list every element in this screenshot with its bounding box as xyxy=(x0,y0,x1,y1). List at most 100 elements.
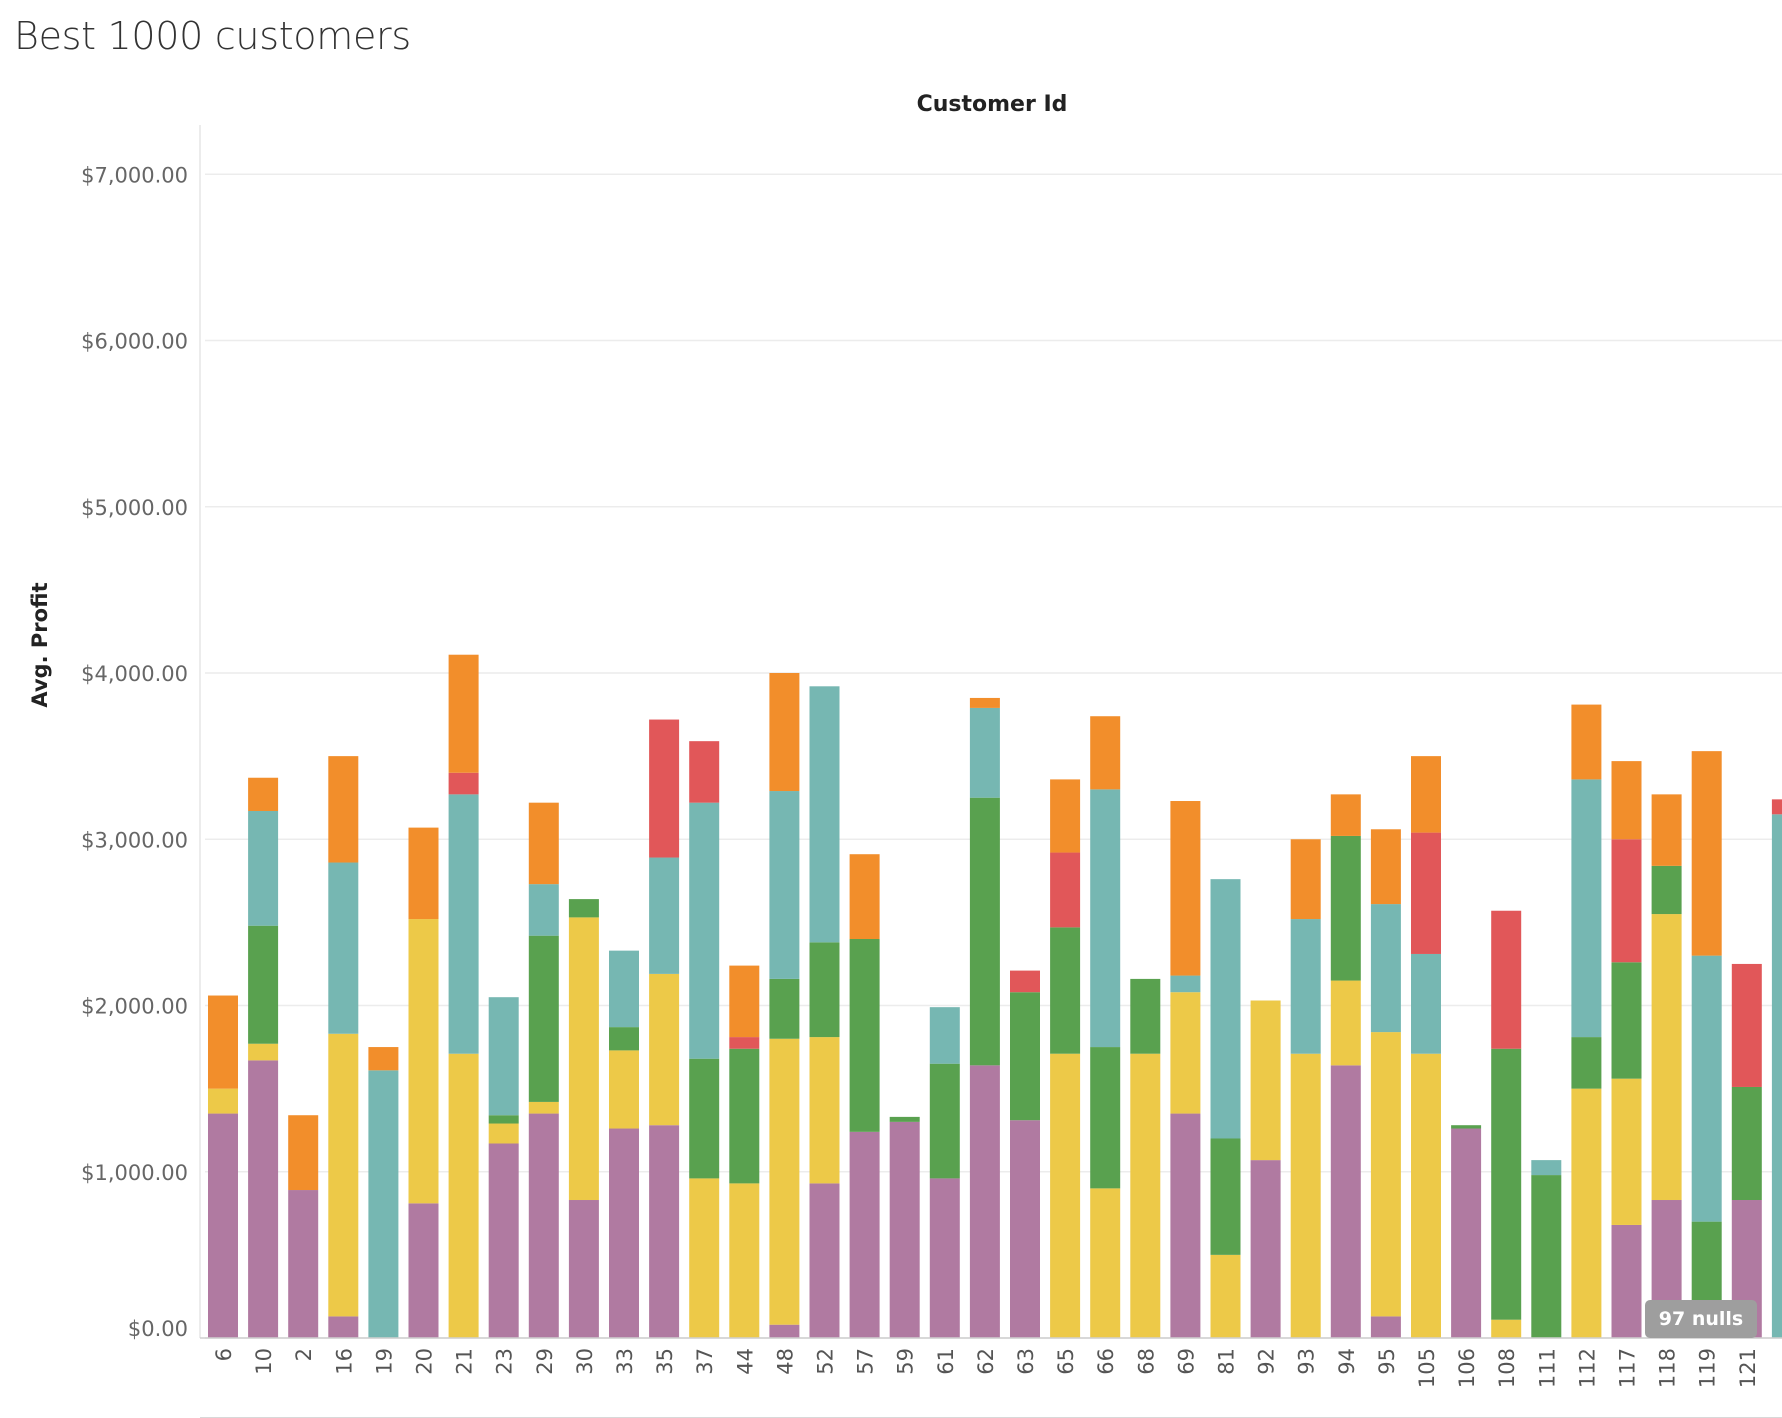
bar-segment[interactable] xyxy=(1411,953,1441,1054)
bar-segment[interactable] xyxy=(528,802,559,885)
bar-segment[interactable] xyxy=(368,1070,399,1338)
bar-segment[interactable] xyxy=(448,772,479,795)
bar-segment[interactable] xyxy=(328,1316,359,1338)
bar-segment[interactable] xyxy=(929,1063,960,1179)
bar-segment[interactable] xyxy=(809,686,840,943)
bar-segment[interactable] xyxy=(528,935,559,1102)
bar-segment[interactable] xyxy=(1370,1032,1401,1317)
bar-segment[interactable] xyxy=(1050,927,1081,1054)
bar-segment[interactable] xyxy=(1451,1125,1482,1129)
bar-segment[interactable] xyxy=(849,854,880,939)
bar-segment[interactable] xyxy=(1611,761,1642,840)
bar-segment[interactable] xyxy=(408,919,439,1204)
bar-segment[interactable] xyxy=(1090,1188,1121,1338)
bar-segment[interactable] xyxy=(248,1060,279,1338)
bar-segment[interactable] xyxy=(248,925,279,1044)
bar-segment[interactable] xyxy=(1571,1037,1602,1089)
bar-segment[interactable] xyxy=(649,1125,680,1338)
bar-segment[interactable] xyxy=(1170,801,1201,976)
bar-segment[interactable] xyxy=(649,857,680,974)
bar-segment[interactable] xyxy=(1691,955,1722,1222)
bar-segment[interactable] xyxy=(1531,1175,1562,1338)
bar-segment[interactable] xyxy=(248,1043,279,1061)
bar-segment[interactable] xyxy=(689,1178,720,1338)
bar-segment[interactable] xyxy=(1050,779,1081,853)
bar-segment[interactable] xyxy=(1330,1065,1361,1338)
bar-segment[interactable] xyxy=(769,1324,800,1338)
bar-segment[interactable] xyxy=(568,917,599,1201)
bar-segment[interactable] xyxy=(1571,1088,1602,1338)
bar-segment[interactable] xyxy=(969,707,1000,798)
bar-segment[interactable] xyxy=(729,1037,760,1049)
bar-segment[interactable] xyxy=(1611,1224,1642,1338)
bar-segment[interactable] xyxy=(1451,1128,1482,1338)
bar-segment[interactable] xyxy=(248,777,279,811)
bar-segment[interactable] xyxy=(769,978,800,1039)
bar-segment[interactable] xyxy=(729,1183,760,1338)
bar-segment[interactable] xyxy=(1611,1078,1642,1225)
bar-segment[interactable] xyxy=(1330,794,1361,836)
bar-segment[interactable] xyxy=(448,794,479,1054)
bar-segment[interactable] xyxy=(1290,919,1321,1054)
bar-segment[interactable] xyxy=(1170,1113,1201,1338)
bar-segment[interactable] xyxy=(368,1047,399,1071)
bar-segment-partial[interactable] xyxy=(1771,799,1782,815)
bar-segment[interactable] xyxy=(408,1203,439,1338)
bar-segment[interactable] xyxy=(1611,962,1642,1079)
bar-segment[interactable] xyxy=(849,939,880,1132)
bar-segment[interactable] xyxy=(769,791,800,979)
bar-segment[interactable] xyxy=(328,862,359,1034)
bar-segment[interactable] xyxy=(1210,1138,1241,1255)
bar-segment[interactable] xyxy=(1651,865,1682,915)
bar-segment[interactable] xyxy=(1571,704,1602,780)
bar-segment-partial[interactable] xyxy=(1771,814,1782,1338)
bar-segment[interactable] xyxy=(1330,835,1361,981)
bar-segment[interactable] xyxy=(208,995,238,1089)
bar-segment[interactable] xyxy=(1651,794,1682,866)
nulls-indicator-badge[interactable]: 97 nulls xyxy=(1645,1300,1757,1338)
bar-segment[interactable] xyxy=(1531,1160,1562,1176)
bar-segment[interactable] xyxy=(488,997,519,1116)
bar-segment[interactable] xyxy=(1370,829,1401,905)
bar-segment[interactable] xyxy=(1010,1120,1040,1338)
bar-segment[interactable] xyxy=(1090,1047,1121,1189)
bar-segment[interactable] xyxy=(609,1050,639,1129)
bar-segment[interactable] xyxy=(1090,716,1121,790)
bar-segment[interactable] xyxy=(1370,904,1401,1033)
bar-segment[interactable] xyxy=(929,1007,960,1064)
bar-segment[interactable] xyxy=(528,1113,559,1338)
bar-segment[interactable] xyxy=(1170,975,1201,993)
bar-segment[interactable] xyxy=(1491,1319,1522,1338)
bar-segment[interactable] xyxy=(609,950,639,1028)
bar-segment[interactable] xyxy=(1491,910,1522,1049)
bar-segment[interactable] xyxy=(689,1058,720,1179)
bar-segment[interactable] xyxy=(1731,963,1762,1087)
bar-segment[interactable] xyxy=(1370,1316,1401,1338)
bar-segment[interactable] xyxy=(769,1038,800,1325)
bar-segment[interactable] xyxy=(1290,839,1321,920)
bar-segment[interactable] xyxy=(568,899,599,918)
bar-segment[interactable] xyxy=(649,973,680,1126)
bar-segment[interactable] xyxy=(1411,1053,1441,1338)
bar-segment[interactable] xyxy=(328,756,359,863)
bar-segment[interactable] xyxy=(1411,756,1441,833)
bar-segment[interactable] xyxy=(969,797,1000,1066)
bar-segment[interactable] xyxy=(849,1131,880,1338)
bar-segment[interactable] xyxy=(248,810,279,926)
bar-segment[interactable] xyxy=(1571,779,1602,1038)
bar-segment[interactable] xyxy=(528,884,559,936)
bar-segment[interactable] xyxy=(889,1116,920,1122)
bar-segment[interactable] xyxy=(809,1183,840,1338)
bar-segment[interactable] xyxy=(609,1128,639,1338)
bar-segment[interactable] xyxy=(889,1121,920,1338)
bar-segment[interactable] xyxy=(448,654,479,773)
bar-segment[interactable] xyxy=(1330,980,1361,1066)
bar-segment[interactable] xyxy=(1250,1160,1281,1338)
bar-segment[interactable] xyxy=(769,673,800,792)
bar-segment[interactable] xyxy=(1290,1053,1321,1338)
bar-segment[interactable] xyxy=(729,1048,760,1184)
bar-segment[interactable] xyxy=(1050,852,1081,928)
bar-segment[interactable] xyxy=(528,1101,559,1114)
bar-segment[interactable] xyxy=(1210,879,1241,1139)
bar-segment[interactable] xyxy=(488,1123,519,1144)
